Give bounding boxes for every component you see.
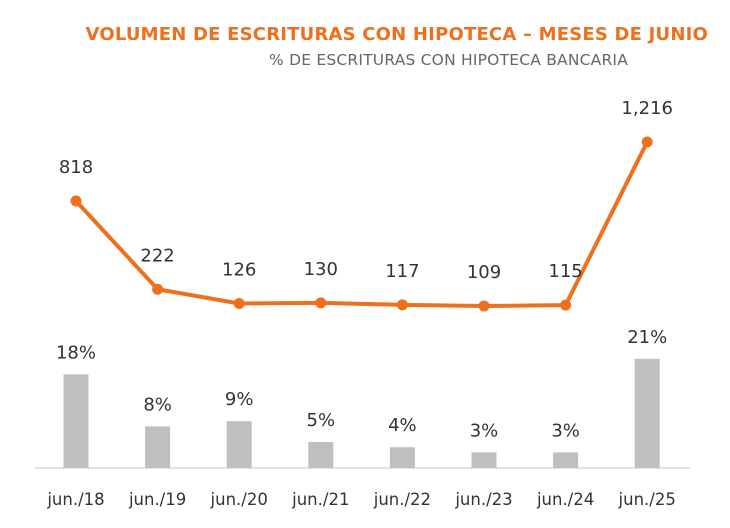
bar-label-3: 5% bbox=[307, 410, 336, 431]
x-tick-label-2: jun./20 bbox=[210, 490, 268, 509]
line-label-7: 1,216 bbox=[621, 98, 673, 119]
x-tick-label-1: jun./19 bbox=[128, 490, 186, 509]
bar-6 bbox=[553, 452, 579, 468]
line-label-4: 117 bbox=[385, 261, 419, 282]
line-point-0 bbox=[70, 195, 82, 207]
x-tick-label-5: jun./23 bbox=[454, 490, 512, 509]
chart-subtitle: % DE ESCRITURAS CON HIPOTECA BANCARIA bbox=[269, 51, 628, 69]
line-point-6 bbox=[560, 299, 572, 311]
line-label-6: 115 bbox=[548, 261, 582, 282]
x-tick-label-7: jun./25 bbox=[618, 490, 676, 509]
bar-label-4: 4% bbox=[388, 415, 417, 436]
line-label-5: 109 bbox=[467, 262, 501, 283]
line-label-0: 818 bbox=[59, 157, 93, 178]
bar-label-2: 9% bbox=[225, 389, 254, 410]
bar-3 bbox=[308, 442, 334, 468]
bar-1 bbox=[145, 426, 171, 468]
line-label-2: 126 bbox=[222, 259, 256, 280]
bar-5 bbox=[471, 452, 497, 468]
bar-4 bbox=[389, 447, 415, 468]
bar-0 bbox=[63, 374, 89, 468]
bar-label-6: 3% bbox=[551, 420, 580, 441]
line-point-5 bbox=[478, 300, 490, 312]
line-point-2 bbox=[233, 297, 245, 309]
line-label-3: 130 bbox=[304, 259, 338, 280]
bar-label-0: 18% bbox=[56, 342, 96, 363]
bar-label-5: 3% bbox=[470, 420, 499, 441]
x-tick-label-0: jun./18 bbox=[46, 490, 104, 509]
line-point-1 bbox=[152, 283, 164, 295]
line-point-3 bbox=[315, 297, 327, 309]
x-tick-label-6: jun./24 bbox=[536, 490, 594, 509]
x-tick-label-3: jun./21 bbox=[291, 490, 349, 509]
bar-label-1: 8% bbox=[143, 394, 172, 415]
bar-label-7: 21% bbox=[627, 327, 667, 348]
bar-2 bbox=[226, 421, 252, 468]
line-series bbox=[74, 140, 650, 308]
line-point-4 bbox=[396, 299, 408, 311]
line-point-7 bbox=[641, 136, 653, 148]
bar-7 bbox=[634, 358, 660, 468]
x-tick-label-4: jun./22 bbox=[373, 490, 431, 509]
line-label-1: 222 bbox=[140, 245, 174, 266]
chart-title: VOLUMEN DE ESCRITURAS CON HIPOTECA – MES… bbox=[85, 24, 708, 45]
